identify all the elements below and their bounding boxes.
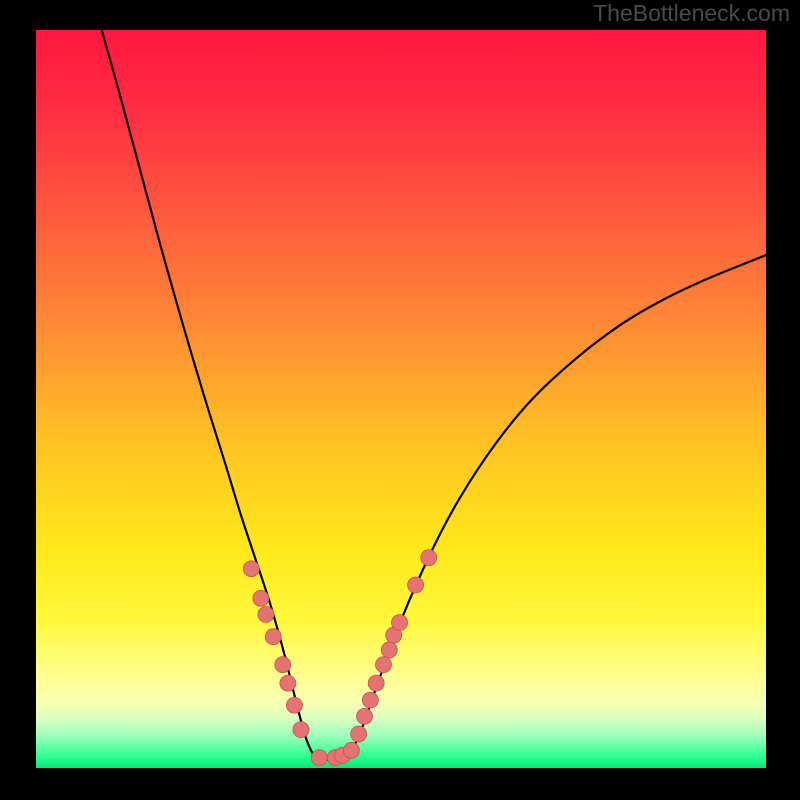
data-marker [243,561,259,577]
watermark-label: TheBottleneck.com [593,0,790,27]
data-marker [286,697,302,713]
plot-background [36,30,766,768]
data-marker [265,629,281,645]
data-marker [351,726,367,742]
data-marker [357,708,373,724]
data-marker [381,642,397,658]
data-marker [421,550,437,566]
data-marker [392,615,408,631]
data-marker [293,722,309,738]
data-marker [311,750,327,766]
data-marker [280,675,296,691]
bottleneck-chart [0,0,800,800]
data-marker [368,675,384,691]
data-marker [375,657,391,673]
data-marker [258,606,274,622]
data-marker [408,577,424,593]
data-marker [275,657,291,673]
data-marker [343,742,359,758]
data-marker [362,692,378,708]
data-marker [253,590,269,606]
